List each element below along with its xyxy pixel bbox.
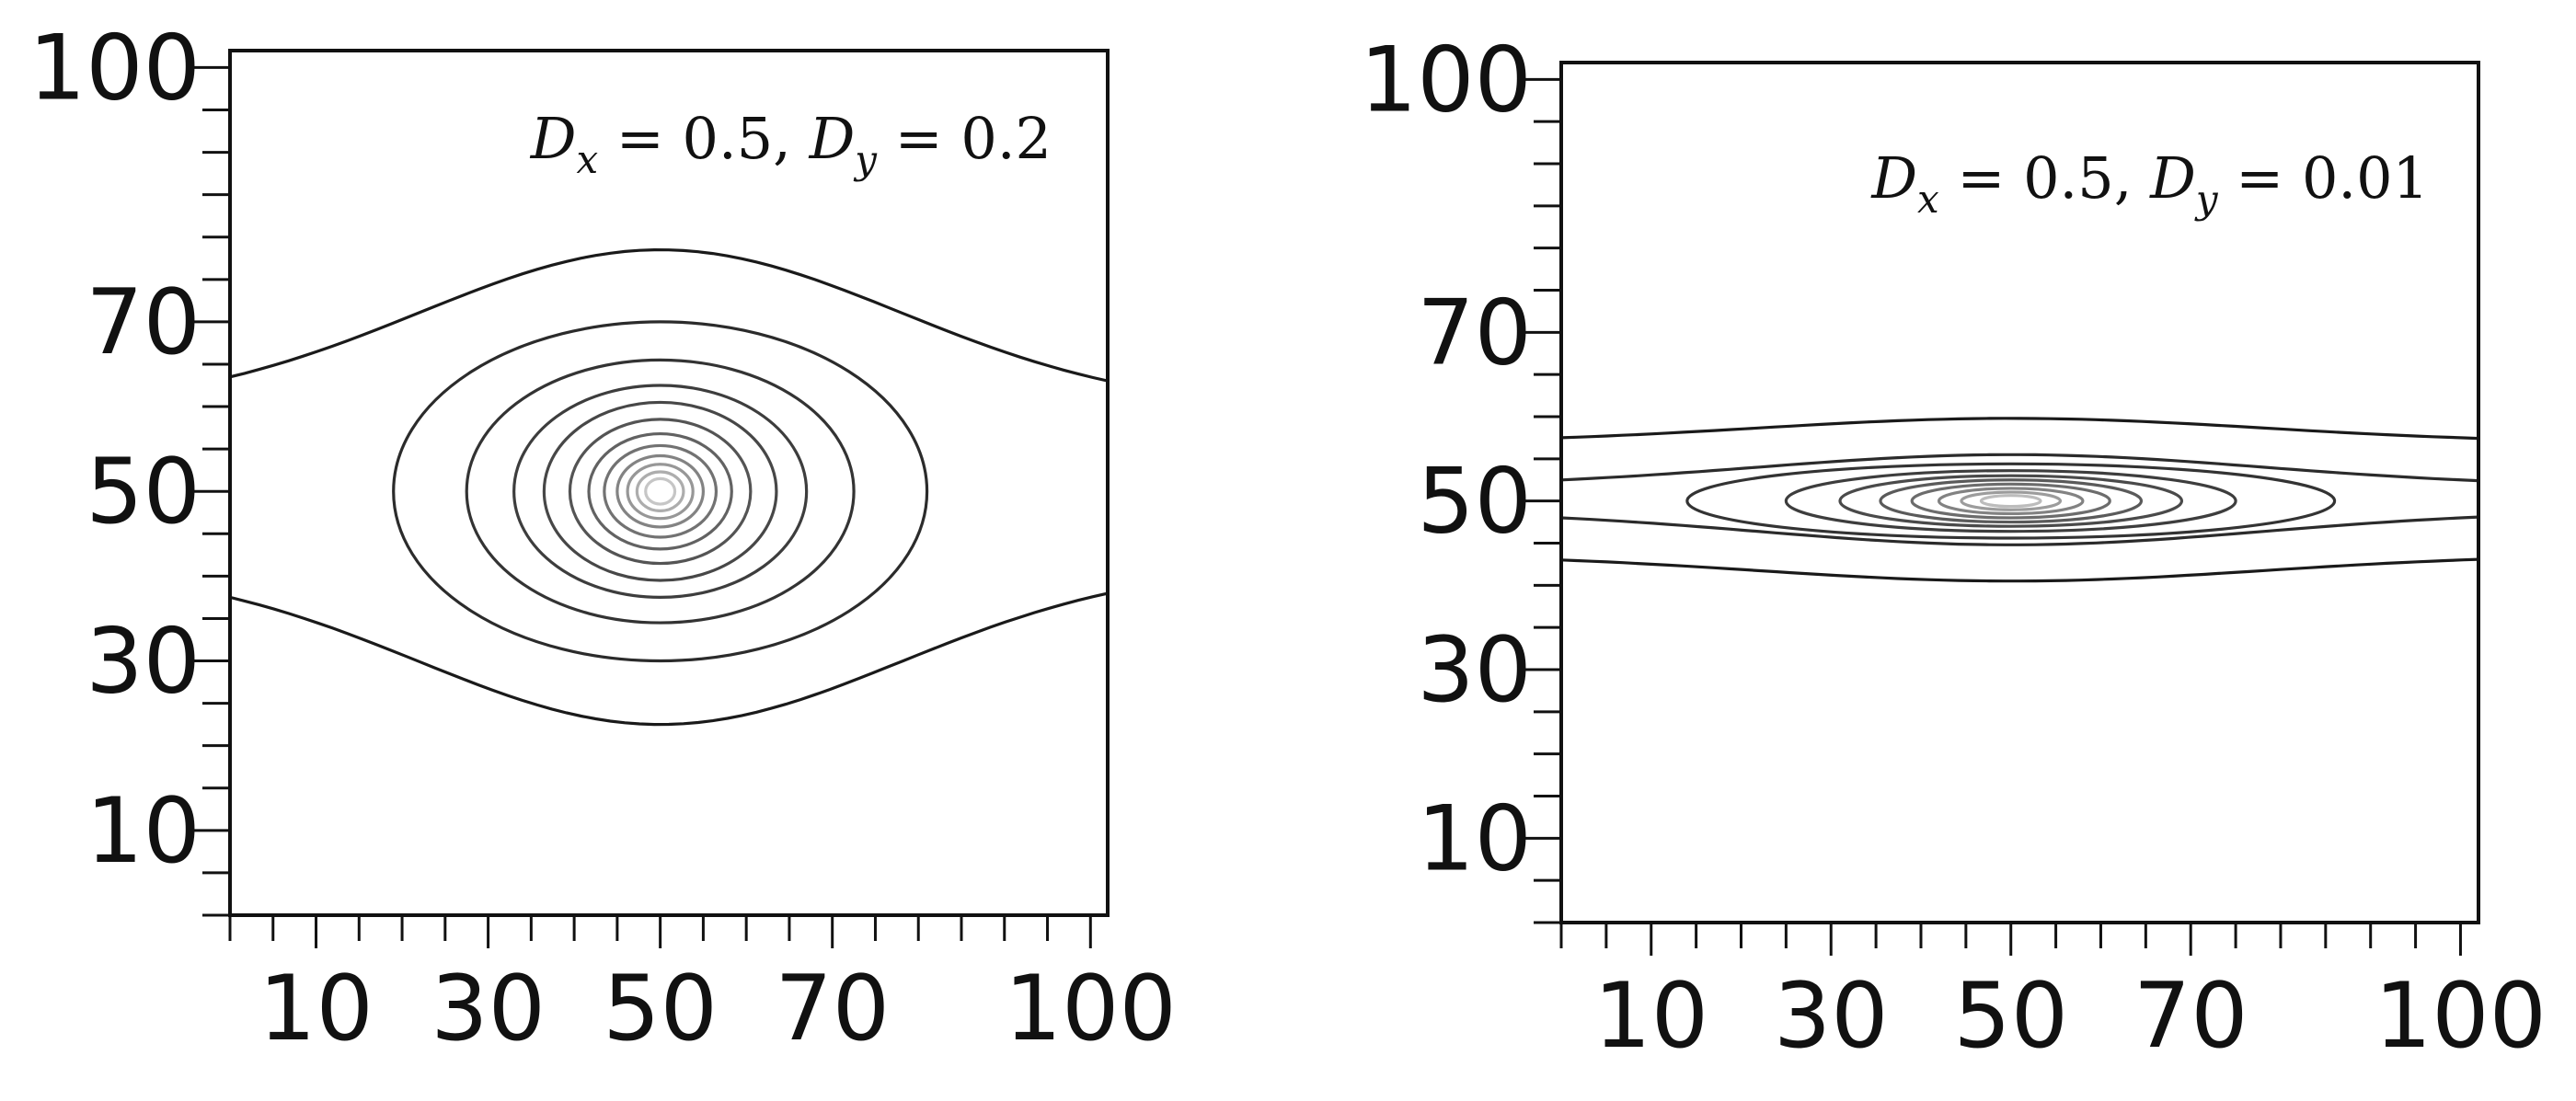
y-tick-label: 10 — [1417, 786, 1532, 891]
contour-level-2-upper — [1561, 453, 2478, 483]
x-tick-label: 30 — [1774, 964, 1889, 1069]
x-tick-label: 10 — [1593, 964, 1708, 1069]
contour-level-4 — [512, 384, 809, 600]
x-tick-label: 30 — [431, 957, 546, 1061]
contour-level-3 — [465, 358, 856, 625]
contour-level-11 — [635, 470, 685, 513]
contour-level-2 — [392, 320, 929, 663]
x-tick-label: 10 — [259, 957, 374, 1061]
contour-panel-1: 10 30 50 70 100 10 30 50 70 100 Dx = 0.5, Dy = 0.2 — [29, 16, 1177, 1061]
x-tick-label: 50 — [603, 957, 718, 1061]
contour-level-1-upper — [1561, 417, 2478, 441]
parameter-annotation: Dx = 0.5, Dy = 0.2 — [530, 105, 1052, 182]
y-tick-label: 70 — [86, 270, 201, 375]
x-tick-label: 70 — [2133, 964, 2248, 1069]
contour-level-2-lower — [1561, 515, 2478, 546]
contour-level-9 — [615, 453, 706, 529]
contour-level-10 — [626, 463, 695, 521]
contour-level-7 — [587, 431, 733, 551]
y-tick-label: 100 — [1360, 28, 1532, 132]
x-tick-label: 100 — [1005, 957, 1177, 1061]
y-tick-label: 30 — [1417, 618, 1532, 723]
contour-level-6 — [1879, 478, 2144, 524]
contour-panel-2: 10 30 50 70 100 10 30 50 70 100 Dx = 0.5, Dy = 0.0… — [1360, 28, 2547, 1069]
contour-level-5 — [1838, 474, 2184, 528]
contour-level-12 — [644, 476, 677, 506]
contour-level-5 — [542, 400, 778, 582]
contour-level-8 — [603, 443, 719, 539]
x-tick-label: 70 — [775, 957, 890, 1061]
y-tick-label: 50 — [1417, 450, 1532, 555]
contour-level-6 — [568, 418, 753, 566]
contour-level-9 — [1960, 490, 2063, 511]
y-tick-label: 10 — [86, 779, 201, 884]
contour-level-4 — [1784, 469, 2237, 533]
contour-level-7 — [1910, 482, 2111, 520]
contour-level-1-lower — [230, 591, 1108, 727]
plot-frame — [1559, 61, 2480, 924]
plot-frame — [228, 49, 1110, 917]
y-tick-label: 50 — [86, 440, 201, 545]
x-tick-label: 50 — [1953, 964, 2068, 1069]
contour-level-1-lower — [1561, 557, 2478, 583]
contour-level-10 — [1979, 494, 2042, 509]
contour-lines — [230, 247, 1108, 727]
y-tick-label: 70 — [1417, 281, 1532, 385]
parameter-annotation: Dx = 0.5, Dy = 0.01 — [1870, 144, 2429, 222]
y-tick-label: 30 — [86, 610, 201, 715]
contour-level-3 — [1685, 462, 2337, 540]
y-tick-label: 100 — [29, 16, 201, 120]
x-tick-label: 100 — [2375, 964, 2547, 1069]
contour-lines — [1561, 417, 2478, 583]
contour-level-8 — [1937, 487, 2085, 516]
contour-level-1-upper — [230, 247, 1108, 383]
